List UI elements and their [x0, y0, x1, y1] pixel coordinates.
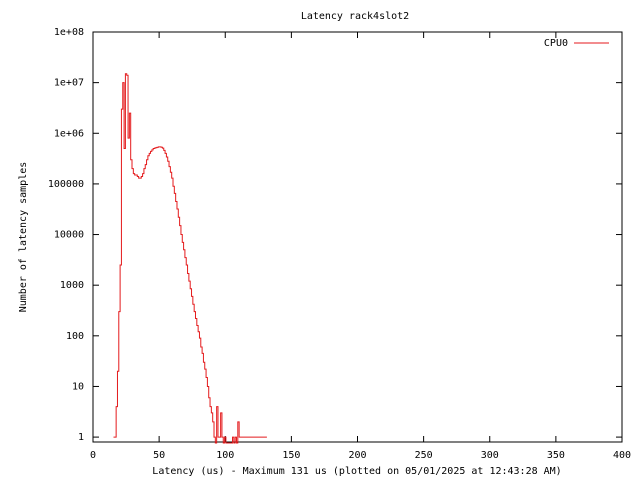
- x-tick-label: 350: [547, 450, 565, 461]
- y-tick-label: 1: [78, 432, 84, 443]
- x-tick-label: 50: [153, 450, 165, 461]
- x-tick-label: 150: [282, 450, 300, 461]
- series-line-cpu0: [113, 73, 267, 444]
- plot-frame: [92, 31, 623, 443]
- x-tick-label: 300: [481, 450, 499, 461]
- y-axis-label: Number of latency samples: [18, 162, 29, 313]
- x-tick-label: 200: [348, 450, 366, 461]
- y-axis-ticks: 1 10 100 1000 10000 100000 1e+06 1e+07 1e+08: [48, 27, 622, 443]
- x-axis-ticks: 0 50 100 150 200 250 300 350 400: [90, 32, 631, 461]
- y-tick-label: 100: [66, 331, 84, 342]
- x-tick-label: 400: [613, 450, 631, 461]
- y-tick-label: 10: [72, 381, 84, 392]
- x-tick-label: 100: [216, 450, 234, 461]
- legend-label-cpu0: CPU0: [544, 38, 568, 49]
- x-tick-label: 250: [415, 450, 433, 461]
- y-tick-label: 10000: [54, 230, 84, 241]
- legend: CPU0: [544, 38, 609, 49]
- y-tick-label: 100000: [48, 179, 84, 190]
- y-tick-label: 1e+07: [54, 78, 84, 89]
- y-tick-label: 1e+06: [54, 128, 84, 139]
- y-tick-label: 1e+08: [54, 27, 84, 38]
- y-tick-label: 1000: [60, 280, 84, 291]
- chart-title: Latency rack4slot2: [301, 11, 409, 22]
- x-tick-label: 0: [90, 450, 96, 461]
- x-axis-label: Latency (us) - Maximum 131 us (plotted o…: [152, 466, 561, 477]
